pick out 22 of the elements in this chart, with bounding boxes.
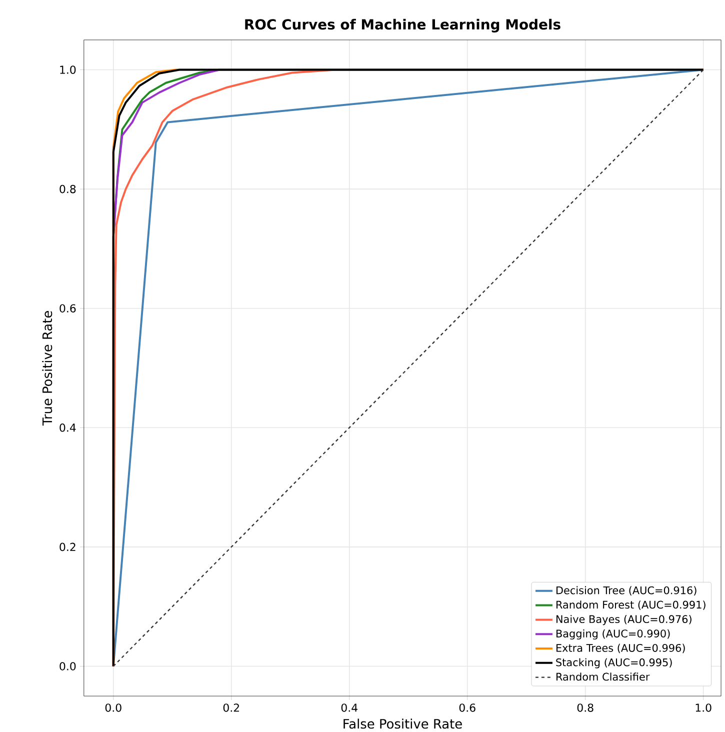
y-axis-title: True Positive Rate — [42, 311, 52, 426]
legend-label: Stacking (AUC=0.995) — [556, 658, 672, 668]
x-tick-label: 0.0 — [105, 704, 122, 712]
legend-label: Extra Trees (AUC=0.996) — [556, 644, 685, 654]
y-tick-label: 0.4 — [60, 424, 76, 432]
x-tick-label: 0.8 — [577, 704, 594, 712]
x-axis-title: False Positive Rate — [344, 718, 462, 729]
y-tick-label: 0.2 — [60, 542, 76, 552]
legend-label: Bagging (AUC=0.990) — [556, 629, 670, 640]
x-tick-label: 0.2 — [223, 704, 239, 712]
chart-title: ROC Curves of Machine Learning Models — [245, 18, 560, 32]
y-tick-label: 0.6 — [60, 304, 76, 312]
y-tick-label: 0.0 — [60, 662, 76, 670]
legend-label: Naive Bayes (AUC=0.976) — [556, 614, 692, 626]
y-tick-label: 0.8 — [60, 184, 76, 194]
legend-label: Decision Tree (AUC=0.916) — [556, 586, 696, 596]
legend-label: Random Forest (AUC=0.991) — [556, 600, 706, 610]
x-tick-label: 0.6 — [459, 704, 476, 712]
x-tick-label: 0.4 — [341, 704, 358, 712]
legend-label: Random Classifier — [556, 672, 650, 681]
y-tick-label: 1.0 — [60, 66, 76, 74]
x-tick-label: 1.0 — [696, 704, 712, 712]
